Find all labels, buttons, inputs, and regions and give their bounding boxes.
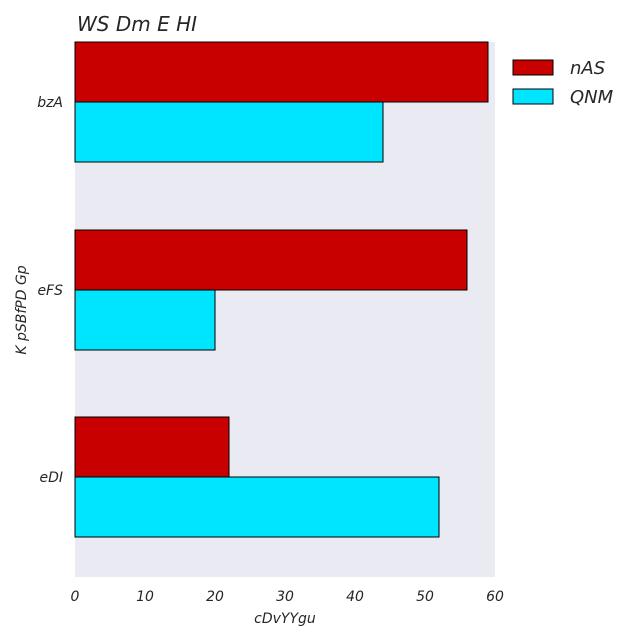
x-tick-label: 40 [346, 589, 364, 605]
x-axis-label: cDvYYgu [254, 611, 316, 627]
y-tick-label: eDI [39, 470, 63, 486]
legend-swatch-nAS [512, 59, 554, 76]
x-tick-label: 60 [486, 589, 504, 605]
bar-nAS-eDI [74, 416, 230, 478]
bar-QNM-bzA [74, 101, 384, 163]
bar-QNM-eDI [74, 476, 440, 538]
y-tick-label: eFS [37, 283, 63, 299]
legend-label-QNM: QNM [570, 87, 614, 108]
x-tick-labels: 0 10 20 30 40 50 60 [71, 589, 504, 605]
bar-nAS-bzA [74, 41, 489, 103]
x-tick-label: 0 [71, 589, 80, 605]
legend-swatch-QNM [512, 88, 554, 105]
x-tick-label: 50 [416, 589, 434, 605]
bar-nAS-eFS [74, 229, 468, 291]
legend-label-nAS: nAS [570, 58, 605, 79]
chart-title: WS Dm E HI [77, 12, 197, 36]
legend: nAS QNM [512, 58, 614, 108]
y-tick-labels: bzA eFS eDI [37, 95, 63, 486]
x-tick-label: 30 [276, 589, 294, 605]
x-tick-label: 20 [206, 589, 224, 605]
y-tick-label: bzA [37, 95, 63, 111]
x-tick-label: 10 [136, 589, 154, 605]
bars-group [74, 41, 489, 538]
bar-QNM-eFS [74, 289, 216, 351]
y-axis-label: K pSBfPD Gp [14, 265, 30, 354]
